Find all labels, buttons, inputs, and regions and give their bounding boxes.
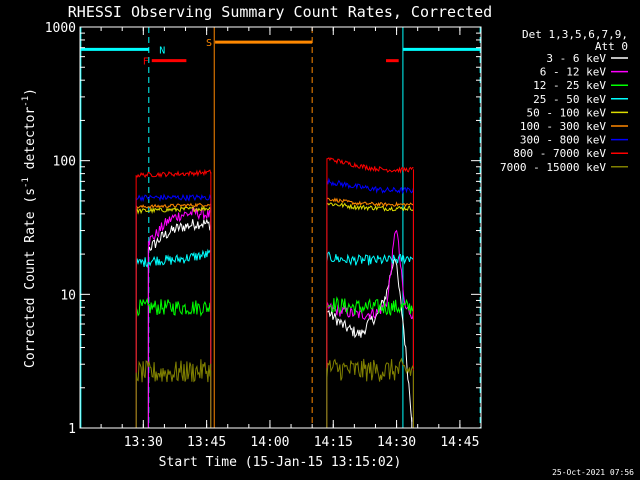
y-axis-label-end: ) bbox=[23, 88, 38, 96]
x-tick-label: 14:15 bbox=[314, 435, 353, 450]
plot-frame bbox=[79, 26, 482, 429]
legend-header: Det 1,3,5,6,7,9, bbox=[522, 28, 628, 41]
x-tick-label: 13:30 bbox=[124, 435, 163, 450]
series-trace bbox=[326, 229, 414, 321]
flag-label: F bbox=[143, 57, 149, 68]
night-label: N bbox=[159, 45, 165, 56]
y-axis-label-main: Corrected Count Rate (s bbox=[23, 188, 38, 368]
legend-header: Att 0 bbox=[595, 40, 628, 53]
legend-label: 300 - 800 keV bbox=[520, 134, 606, 147]
y-axis-label-sup2: -1 bbox=[21, 96, 31, 107]
x-axis-label: Start Time (15-Jan-15 13:15:02) bbox=[159, 455, 402, 470]
series-trace bbox=[135, 248, 212, 269]
series-trace bbox=[135, 202, 212, 210]
series-trace bbox=[148, 207, 212, 246]
series-trace bbox=[326, 251, 414, 266]
series-trace bbox=[326, 177, 414, 195]
legend-label: 3 - 6 keV bbox=[546, 52, 606, 65]
y-axis-label-mid: detector bbox=[23, 107, 38, 178]
legend-label: 25 - 50 keV bbox=[533, 93, 606, 106]
x-tick-label: 13:45 bbox=[187, 435, 226, 450]
series-trace bbox=[135, 193, 212, 203]
y-axis-label-sup1: -1 bbox=[21, 177, 31, 188]
series-7000-15000-kev bbox=[135, 357, 414, 428]
date-stamp: 25-Oct-2021 07:56 bbox=[552, 468, 634, 477]
series-trace bbox=[326, 357, 414, 382]
y-tick-label: 10 bbox=[60, 288, 76, 303]
x-tick-label: 14:00 bbox=[250, 435, 289, 450]
legend-label: 6 - 12 keV bbox=[540, 66, 607, 79]
x-tick-label: 14:45 bbox=[440, 435, 479, 450]
series-trace bbox=[135, 297, 212, 317]
legend-label: 100 - 300 keV bbox=[520, 120, 606, 133]
series-trace bbox=[135, 168, 212, 179]
series-trace bbox=[326, 296, 414, 316]
legend-label: 7000 - 15000 keV bbox=[500, 161, 606, 174]
legend-label: 50 - 100 keV bbox=[527, 106, 607, 119]
series-trace bbox=[135, 359, 212, 383]
series-trace bbox=[135, 205, 212, 215]
flag-label: S bbox=[206, 38, 212, 49]
legend-label: 800 - 7000 keV bbox=[513, 147, 606, 160]
x-tick-label: 14:30 bbox=[377, 435, 416, 450]
y-tick-label: 1000 bbox=[45, 21, 76, 36]
y-tick-label: 1 bbox=[68, 422, 76, 437]
series-trace bbox=[326, 202, 414, 212]
chart-title: RHESSI Observing Summary Count Rates, Co… bbox=[68, 3, 492, 21]
legend-label: 12 - 25 keV bbox=[533, 79, 606, 92]
series-trace bbox=[326, 197, 414, 208]
y-axis-label: Corrected Count Rate (s-1 detector-1) bbox=[21, 88, 38, 368]
y-tick-label: 100 bbox=[53, 155, 76, 170]
series-trace bbox=[326, 157, 414, 174]
series-trace bbox=[147, 218, 212, 253]
